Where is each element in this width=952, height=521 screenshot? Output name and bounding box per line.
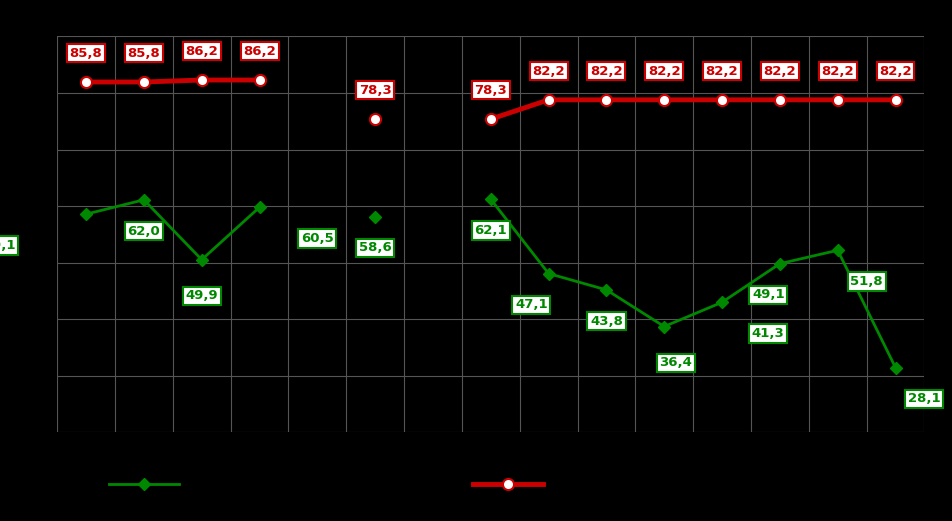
Text: 78,3: 78,3: [474, 84, 506, 97]
Text: 82,2: 82,2: [589, 65, 622, 78]
Text: 82,2: 82,2: [705, 65, 738, 78]
Text: 86,2: 86,2: [243, 45, 276, 58]
Text: 49,9: 49,9: [186, 289, 218, 302]
Text: 47,1: 47,1: [514, 299, 547, 312]
Text: 62,1: 62,1: [474, 224, 506, 237]
Text: 85,8: 85,8: [128, 47, 160, 60]
Text: 41,3: 41,3: [751, 327, 783, 340]
Text: 58,6: 58,6: [358, 241, 391, 254]
Text: 51,8: 51,8: [849, 275, 882, 288]
Text: 82,2: 82,2: [647, 65, 680, 78]
Text: 78,3: 78,3: [358, 84, 391, 97]
Text: 43,8: 43,8: [589, 315, 623, 328]
Text: 59,1: 59,1: [0, 239, 15, 252]
Text: 82,2: 82,2: [763, 65, 795, 78]
Text: 62,0: 62,0: [128, 225, 160, 238]
Text: 86,2: 86,2: [185, 45, 218, 58]
Text: 49,1: 49,1: [751, 289, 783, 302]
Text: 85,8: 85,8: [69, 47, 103, 60]
Text: 28,1: 28,1: [907, 392, 940, 405]
Text: 36,4: 36,4: [659, 356, 691, 369]
Text: 82,2: 82,2: [879, 65, 911, 78]
Text: 82,2: 82,2: [821, 65, 853, 78]
Text: 60,5: 60,5: [301, 232, 333, 245]
Text: 82,2: 82,2: [532, 65, 565, 78]
